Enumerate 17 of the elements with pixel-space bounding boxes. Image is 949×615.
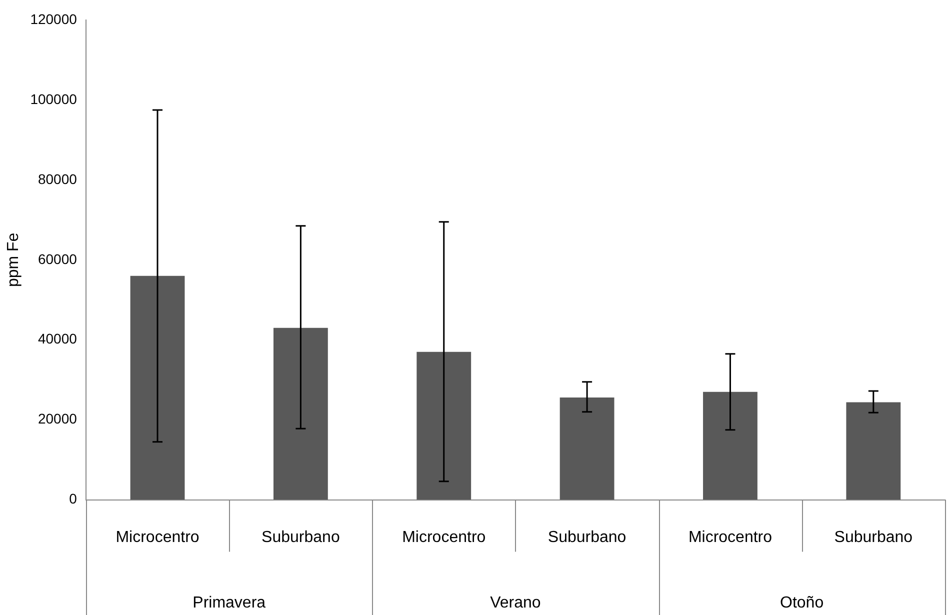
y-tick-label: 100000 [30,90,78,107]
y-tick-label: 0 [69,490,78,507]
x-tick-label: Suburbano [548,528,626,546]
x-tick-label: Microcentro [116,528,200,546]
text: Verano [490,594,541,612]
y-axis-title: ppm Fe [5,232,22,288]
x-tick-label: Microcentro [688,528,772,546]
text: Otoño [780,594,824,612]
y-tick-label: 120000 [30,10,78,27]
y-tick-label: 20000 [38,410,78,427]
text: Primavera [192,594,266,612]
x-tick-label: Suburbano [834,528,913,546]
y-tick-label: 80000 [38,170,78,187]
y-tick-label: 40000 [38,330,78,347]
y-tick-label: 60000 [38,250,78,267]
x-tick-label: Microcentro [402,528,486,546]
x-tick-label: Suburbano [262,528,340,546]
